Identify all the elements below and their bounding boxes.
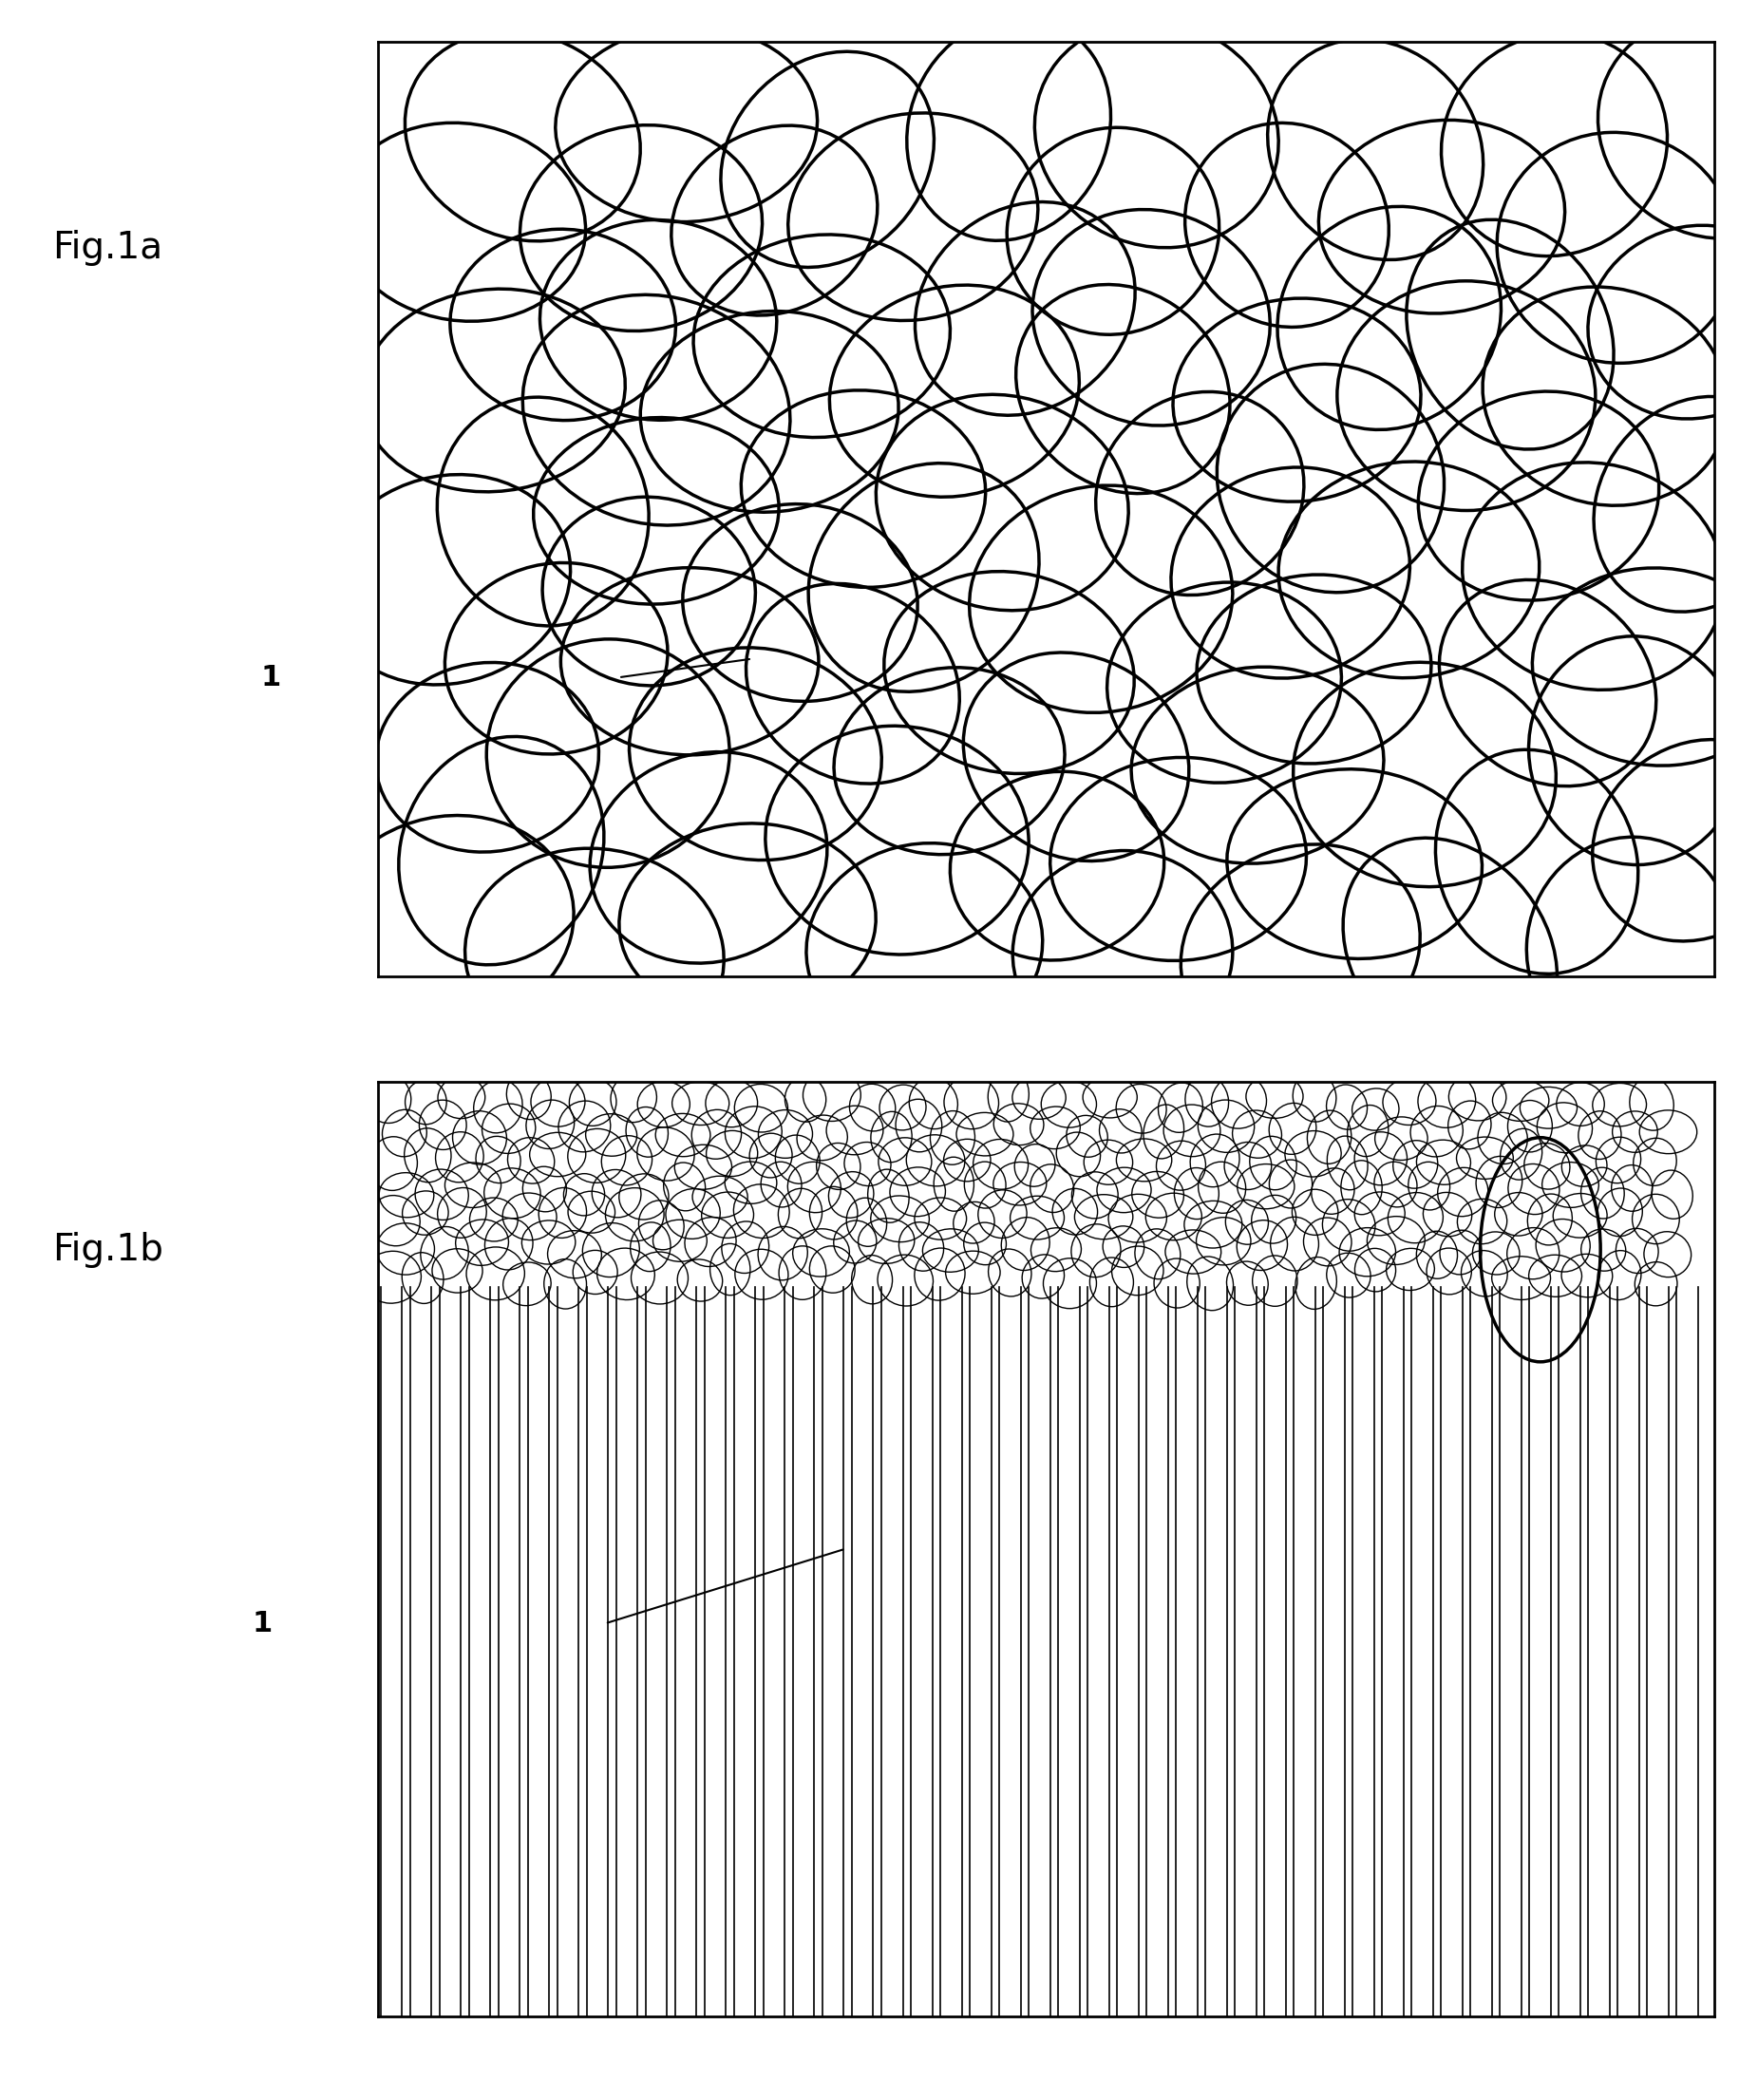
- Text: Fig.1b: Fig.1b: [53, 1233, 163, 1268]
- Text: 1: 1: [253, 1611, 272, 1638]
- Text: 1: 1: [262, 664, 281, 691]
- Text: Fig.1a: Fig.1a: [53, 229, 163, 265]
